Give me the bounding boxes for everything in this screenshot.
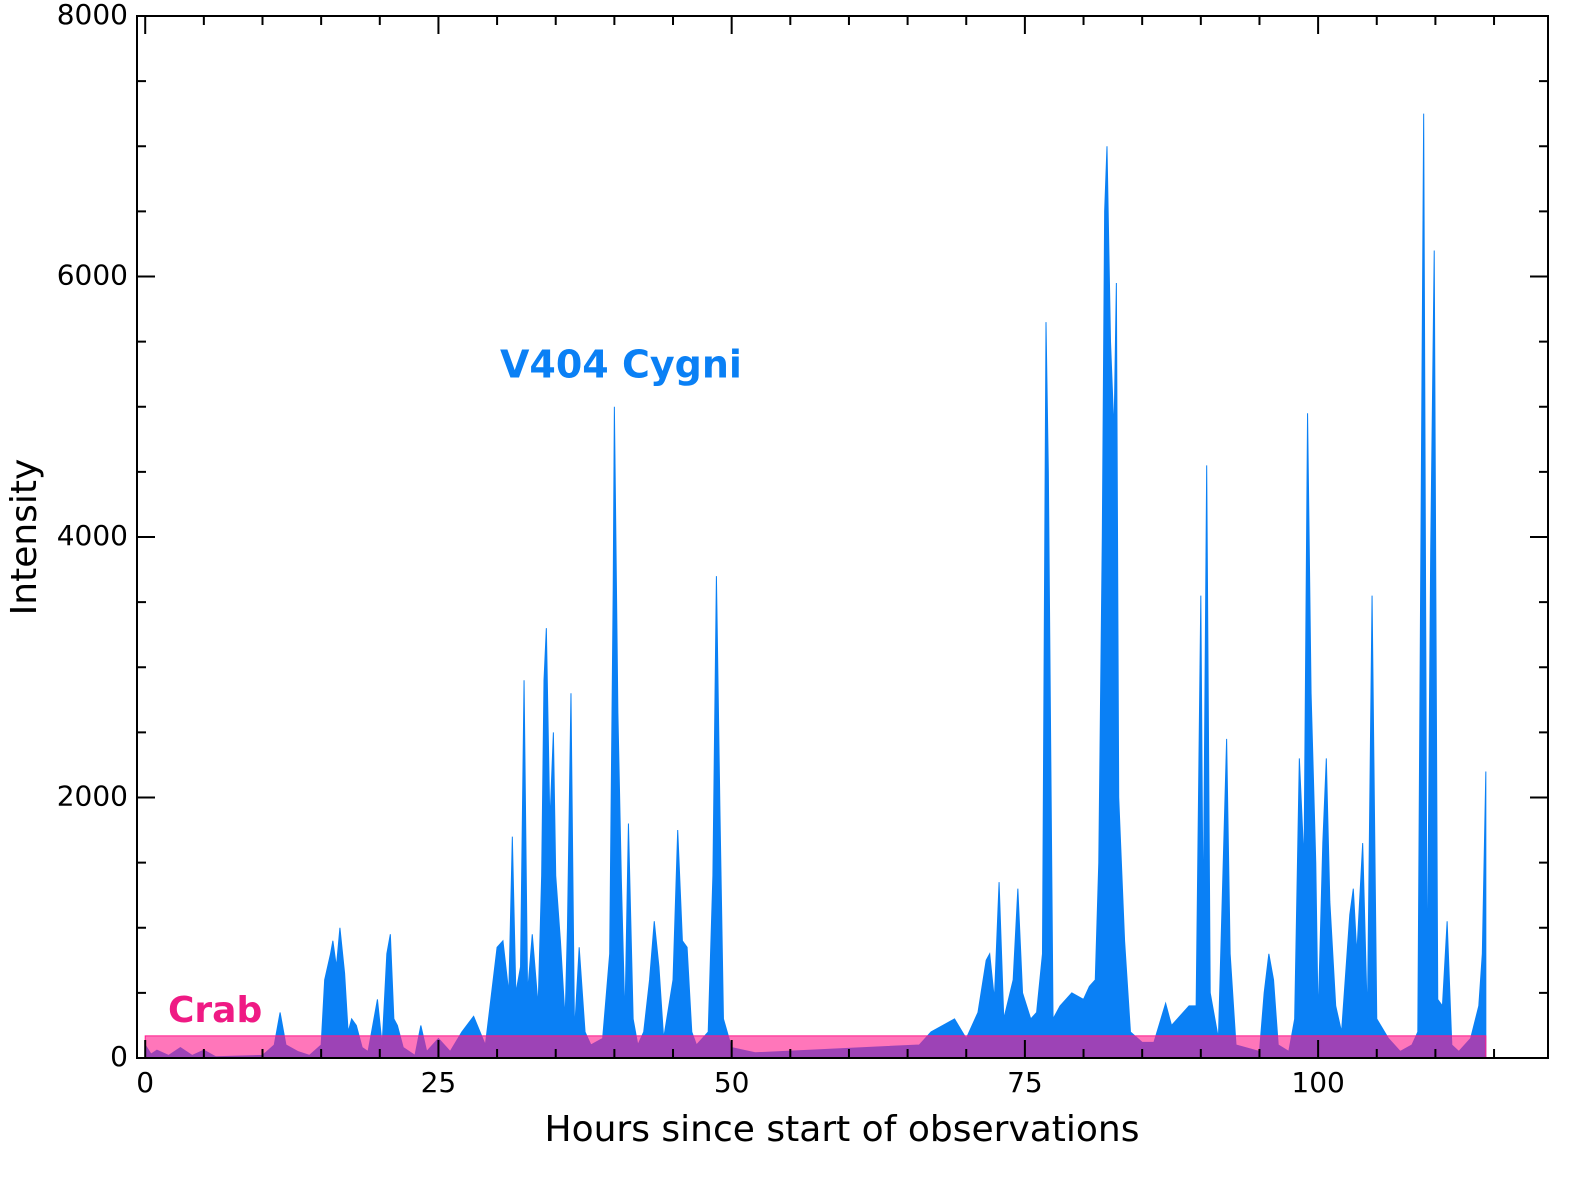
area — [144, 1035, 1487, 1059]
series-label: V404 Cygni — [500, 343, 742, 387]
x-tick-label: 50 — [714, 1066, 750, 1099]
x-axis-label: Hours since start of observations — [545, 1109, 1140, 1150]
x-tick-label: 0 — [136, 1066, 154, 1099]
y-tick-label: 4000 — [57, 519, 128, 552]
y-tick-label: 8000 — [57, 0, 128, 31]
series-label: Crab — [168, 990, 262, 1031]
y-tick-label: 2000 — [57, 780, 128, 813]
y-tick-label: 6000 — [57, 259, 128, 292]
y-tick-label: 0 — [110, 1040, 128, 1073]
x-tick-label: 25 — [421, 1066, 457, 1099]
x-tick-label: 75 — [1007, 1066, 1043, 1099]
y-axis-label: Intensity — [4, 459, 45, 616]
x-tick-label: 100 — [1291, 1066, 1344, 1099]
